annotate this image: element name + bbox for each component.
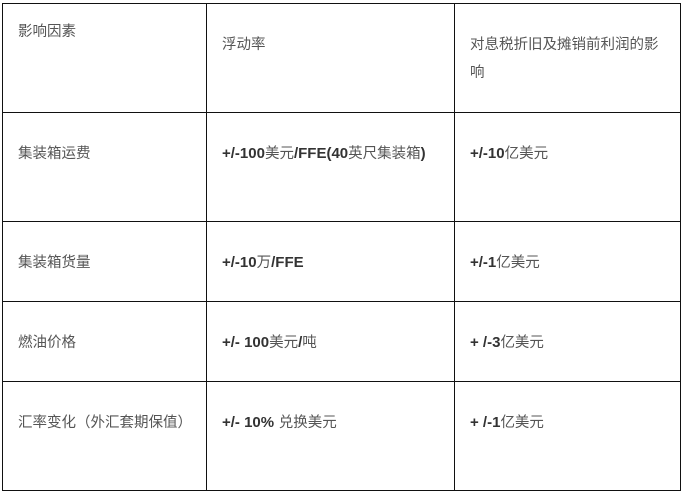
bold-value-text: /	[298, 334, 303, 351]
bold-value-text: )	[420, 145, 426, 162]
rate-cell: +/-100美元/FFE(40英尺集装箱)	[206, 112, 455, 222]
value-text: 美元	[264, 146, 294, 162]
bold-value-text: /FFE	[271, 254, 304, 271]
sensitivity-table: 影响因素 浮动率 对息税折旧及摊销前利润的影响 集装箱运费 +/-100美元/F…	[2, 3, 681, 491]
bold-value-text: +/- 100	[222, 334, 270, 351]
impact-cell: +/-10亿美元	[454, 112, 681, 222]
impact-cell: + /-3亿美元	[454, 301, 681, 382]
value-text: 兑换美元	[274, 415, 337, 431]
bold-value-text: /FFE(40	[293, 145, 349, 162]
value-text: 吨	[302, 335, 317, 351]
value-text: 英尺集装箱	[348, 146, 421, 162]
impact-cell: + /-1亿美元	[454, 381, 681, 491]
rate-cell: +/- 10% 兑换美元	[206, 381, 455, 491]
value-text: 美元	[269, 335, 299, 351]
impact-cell: +/-1亿美元	[454, 221, 681, 302]
table-row: 汇率变化（外汇套期保值） +/- 10% 兑换美元 + /-1亿美元	[2, 381, 681, 491]
bold-value-text: + /-3	[470, 334, 501, 351]
header-impact: 对息税折旧及摊销前利润的影响	[454, 3, 681, 113]
table-row: 集装箱货量 +/-10万/FFE +/-1亿美元	[2, 221, 681, 302]
factor-cell: 汇率变化（外汇套期保值）	[2, 381, 207, 491]
rate-cell: +/- 100美元/吨	[206, 301, 455, 382]
table-row: 燃油价格 +/- 100美元/吨 + /-3亿美元	[2, 301, 681, 382]
factor-cell: 燃油价格	[2, 301, 207, 382]
value-text: 亿美元	[504, 146, 549, 162]
factor-cell: 集装箱货量	[2, 221, 207, 302]
value-text: 亿美元	[500, 335, 544, 351]
value-text: 亿美元	[496, 255, 540, 271]
bold-value-text: + /-1	[470, 414, 501, 431]
bold-value-text: +/-1	[470, 254, 497, 271]
factor-cell: 集装箱运费	[2, 112, 207, 222]
bold-value-text: +/-10	[222, 254, 257, 271]
rate-cell: +/-10万/FFE	[206, 221, 455, 302]
header-rate: 浮动率	[206, 3, 455, 113]
bold-value-text: +/-100	[222, 145, 265, 162]
table-row: 集装箱运费 +/-100美元/FFE(40英尺集装箱) +/-10亿美元	[2, 112, 681, 222]
bold-value-text: +/- 10%	[222, 414, 275, 431]
value-text: 万	[256, 255, 272, 271]
header-factor: 影响因素	[2, 3, 207, 113]
table-header-row: 影响因素 浮动率 对息税折旧及摊销前利润的影响	[2, 3, 681, 113]
value-text: 亿美元	[500, 415, 544, 431]
bold-value-text: +/-10	[470, 145, 505, 162]
